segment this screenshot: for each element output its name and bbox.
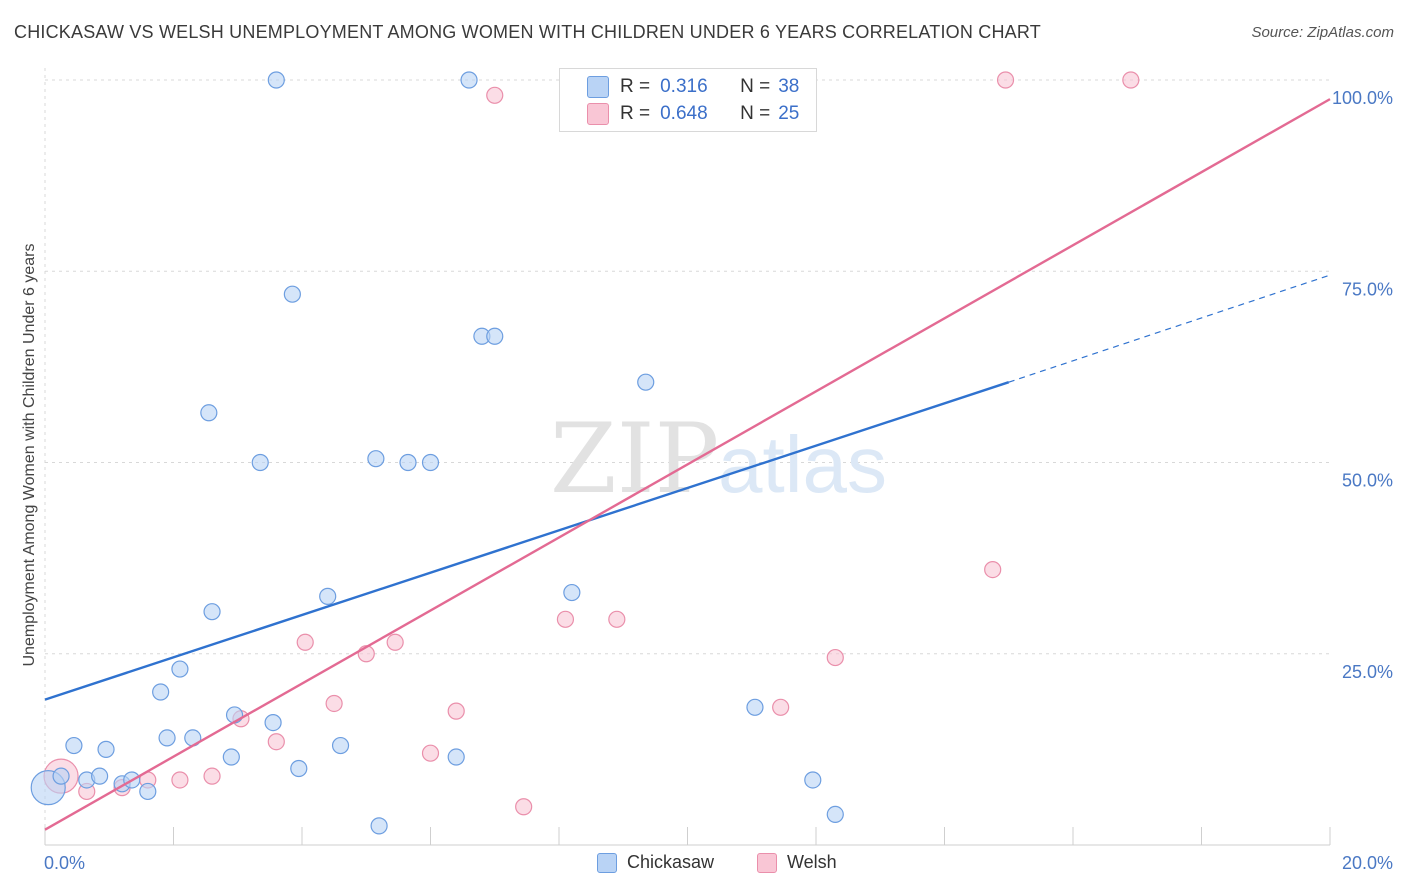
- chickasaw-point: [367, 450, 385, 468]
- chickasaw-point: [319, 587, 337, 605]
- chickasaw-trend-extension: [1008, 274, 1331, 383]
- chickasaw-n-value: 38: [778, 76, 800, 97]
- chickasaw-point: [52, 767, 70, 785]
- chickasaw-point: [222, 748, 240, 766]
- chickasaw-legend-swatch: [597, 852, 617, 873]
- chickasaw-points: [30, 71, 844, 835]
- welsh-r-value: 0.648: [660, 103, 708, 124]
- y-tick-label: 50.0%: [1342, 471, 1393, 491]
- correlation-legend: R = 0.316 N = 38 R = 0.648 N = 25: [559, 68, 817, 132]
- chickasaw-point: [139, 782, 157, 801]
- welsh-point: [325, 694, 343, 713]
- chickasaw-point: [399, 453, 417, 472]
- welsh-point: [996, 71, 1015, 89]
- chickasaw-point: [97, 740, 115, 758]
- chickasaw-point: [370, 817, 388, 835]
- welsh-legend-label: Welsh: [787, 852, 837, 872]
- chickasaw-point: [563, 583, 581, 602]
- welsh-trend-line: [44, 98, 1331, 831]
- legend-n-label: N =: [740, 76, 771, 97]
- welsh-point: [772, 698, 790, 716]
- welsh-point: [984, 560, 1002, 579]
- chickasaw-point: [804, 771, 822, 789]
- y-tick-label: 75.0%: [1342, 279, 1393, 299]
- welsh-point: [203, 767, 221, 785]
- watermark-atlas: atlas: [718, 420, 887, 509]
- welsh-point: [171, 771, 189, 789]
- chickasaw-point: [460, 71, 478, 89]
- chickasaw-point: [152, 683, 170, 701]
- chickasaw-point: [637, 373, 655, 391]
- legend-row-chickasaw: R = 0.316 N = 38: [587, 74, 800, 100]
- chickasaw-point: [421, 453, 440, 472]
- chickasaw-point: [826, 805, 844, 824]
- welsh-point: [447, 702, 465, 720]
- watermark: ZIP atlas: [550, 403, 887, 515]
- welsh-point: [421, 744, 440, 762]
- legend-row-welsh: R = 0.648 N = 25: [587, 101, 800, 127]
- chickasaw-point: [447, 748, 465, 766]
- welsh-legend-swatch: [757, 852, 777, 873]
- chickasaw-point: [91, 767, 109, 785]
- welsh-point: [486, 86, 504, 104]
- chickasaw-point: [331, 736, 350, 755]
- chickasaw-point: [65, 736, 83, 755]
- bottom-legend-chickasaw: Chickasaw: [597, 852, 714, 873]
- legend-r-label: R =: [620, 103, 651, 124]
- legend-r-label: R =: [620, 76, 651, 97]
- source-label: Source: ZipAtlas.com: [1251, 24, 1394, 41]
- chickasaw-legend-label: Chickasaw: [627, 852, 715, 872]
- tick-labels: 25.0% 50.0% 75.0% 100.0% 0.0% 20.0%: [44, 88, 1393, 873]
- y-tick-label: 100.0%: [1332, 88, 1393, 108]
- chickasaw-r-value: 0.316: [660, 76, 708, 97]
- chickasaw-point: [171, 660, 189, 678]
- chickasaw-point: [264, 713, 282, 732]
- welsh-point: [296, 633, 314, 651]
- welsh-point: [608, 610, 626, 628]
- x-tick-label: 0.0%: [44, 853, 85, 873]
- y-tick-label: 25.0%: [1342, 662, 1393, 682]
- welsh-point: [556, 610, 575, 628]
- axes-layer: [44, 827, 1331, 846]
- chickasaw-point: [251, 453, 269, 472]
- bottom-legend-welsh: Welsh: [757, 852, 837, 873]
- welsh-point: [267, 733, 285, 751]
- watermark-zip: ZIP: [550, 403, 719, 515]
- trend-lines: [44, 98, 1331, 831]
- x-tick-label: 20.0%: [1342, 853, 1393, 873]
- welsh-point: [826, 648, 844, 667]
- welsh-point: [386, 633, 404, 651]
- chickasaw-point: [203, 603, 221, 621]
- chickasaw-point: [200, 404, 218, 422]
- chickasaw-point: [283, 285, 301, 303]
- chickasaw-swatch: [587, 76, 609, 98]
- chickasaw-point: [746, 698, 764, 716]
- welsh-n-value: 25: [778, 103, 800, 124]
- chickasaw-point: [290, 759, 308, 778]
- chickasaw-point: [267, 71, 285, 89]
- chickasaw-point: [486, 327, 504, 345]
- legend-n-label: N =: [740, 103, 771, 124]
- welsh-swatch: [587, 103, 609, 125]
- chickasaw-trend-line: [44, 381, 1010, 701]
- welsh-point: [1122, 71, 1140, 89]
- welsh-point: [515, 798, 533, 816]
- chickasaw-point: [225, 706, 244, 724]
- chart-title: CHICKASAW VS WELSH UNEMPLOYMENT AMONG WO…: [14, 22, 1041, 42]
- chickasaw-point: [158, 729, 176, 747]
